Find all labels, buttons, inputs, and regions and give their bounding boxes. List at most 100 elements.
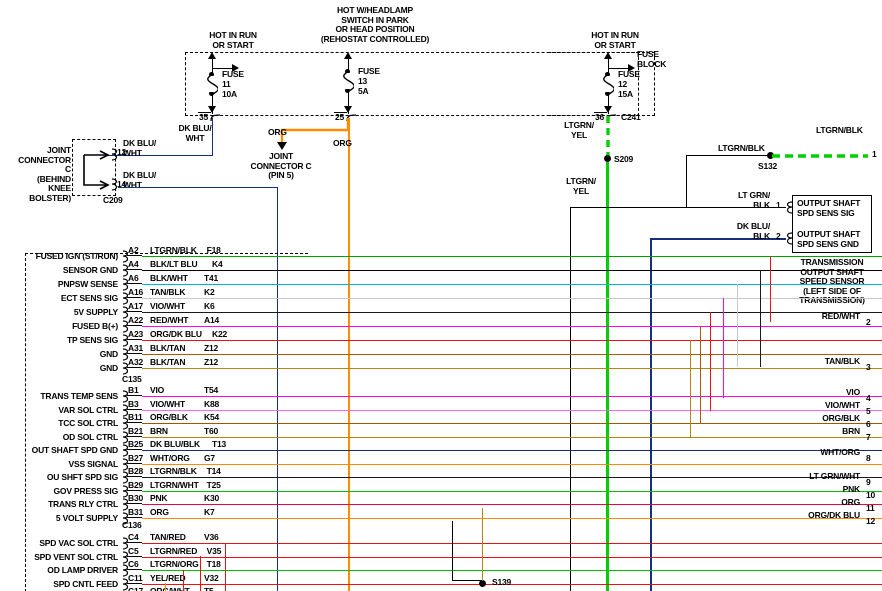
fuse-12-gap: [601, 76, 611, 92]
fuse-13-down-arrow-icon: [344, 106, 352, 113]
c135-row-wire-1: [142, 270, 882, 271]
right-edge-wire-label-8: WHT/ORG: [820, 447, 860, 457]
wire-org-elbow-left: [280, 118, 350, 142]
fuse-11-up-arrow-icon: [208, 52, 216, 59]
bottom-return-1: [200, 556, 201, 591]
c135-row-pin-0: A2: [128, 245, 139, 255]
c135-row-wirename-7: BLK/TAN: [150, 343, 186, 353]
c136-row-bracket-7: [122, 484, 129, 498]
wire-dkblu-wht-pin14-run: [118, 187, 278, 188]
s139-loop-left: [452, 521, 453, 581]
fuse-block-outline: [185, 52, 655, 116]
c135-row-bracket-4: [122, 306, 129, 319]
c136-row-pin-7: B29: [128, 479, 143, 490]
c136-row-pin-9: B31: [128, 506, 143, 517]
c135-row-circuit-5: A14: [204, 315, 219, 325]
cbot-row-wirename-4: ORG/WHT: [150, 586, 190, 591]
cbot-row-wire-0: [142, 543, 882, 544]
c136-row-circuit-1: K88: [204, 398, 219, 409]
speed-sensor-box: [792, 195, 872, 253]
joint-c-connector-c209: C209: [103, 195, 123, 205]
joint-c-pin12-bracket: [111, 148, 118, 161]
c136-row-function-9: 5 VOLT SUPPLY: [55, 512, 118, 523]
c136-row-wire-3: [142, 436, 882, 438]
cbot-row-circuit-4: T5: [204, 586, 214, 591]
fuse-11-pin: 35: [199, 112, 209, 122]
c136-row-pin-underline-2: [127, 422, 142, 423]
c136-row-pin-4: B25: [128, 439, 143, 449]
cbot-row-bracket-3: [122, 577, 129, 591]
fuse-11-number: 11: [222, 79, 231, 89]
c135-row-function-4: 5V SUPPLY: [73, 307, 118, 317]
c136-row-wirename-4: DK BLU/BLK: [150, 439, 200, 449]
splice-s139-label: S139: [492, 577, 512, 587]
fuse-11-name: FUSE: [222, 69, 244, 79]
c136-row-wire-9: [142, 517, 882, 519]
cbot-row-circuit-1: V35: [206, 545, 222, 556]
wire-sensor-pin2-drop: [650, 238, 652, 591]
sensor-pin2-function: OUTPUT SHAFT SPD SENS GND: [797, 229, 861, 249]
cbot-row-bracket-1: [122, 550, 129, 564]
cbot-row-function-2: OD LAMP DRIVER: [47, 565, 118, 575]
wire-label-org-right: ORG: [333, 138, 352, 148]
joint-connector-c-bus-icon: [83, 150, 110, 190]
joint-connector-c-label: JOINT CONNECTOR C (BEHIND KNEE BOLSTER): [18, 145, 71, 203]
fuse-12-name: FUSE: [618, 69, 640, 79]
c135-row-pin-underline-7: [127, 353, 142, 354]
c136-row-pin-6: B28: [128, 466, 143, 476]
c135-row-function-2: PNPSW SENSE: [57, 279, 118, 289]
c136-row-bracket-2: [122, 417, 129, 430]
c136-row-function-1: VAR SOL CTRL: [58, 404, 118, 415]
fuse-12-tap: [608, 68, 630, 69]
cbot-row-pin-underline-3: [127, 582, 142, 584]
c135-row-pin-2: A6: [128, 273, 139, 283]
c136-row-circuit-3: T60: [204, 425, 219, 436]
c135-row-pin-underline-0: [127, 255, 142, 256]
fuse-block-header-left: HOT IN RUN OR START: [209, 30, 257, 50]
sensor-pin1-function: OUTPUT SHAFT SPD SENS SIG: [797, 198, 861, 218]
c136-row-wirename-1: VIO/WHT: [150, 398, 185, 409]
splice-s139-dot: [479, 580, 486, 587]
right-edge-number-5: 5: [866, 406, 871, 416]
c136-row-circuit-0: T54: [204, 385, 219, 395]
c135-row-pin-7: A31: [128, 343, 143, 353]
sensor-pin2-bracket: [786, 232, 793, 245]
c136-row-circuit-8: K30: [204, 493, 219, 503]
c136-row-circuit-7: T25: [206, 479, 221, 490]
sensor-pin1-number: 1: [776, 200, 781, 210]
speed-sensor-title: TRANSMISSION OUTPUT SHAFT SPEED SENSOR (…: [799, 257, 865, 305]
right-edge-wire-label-9: LT GRN/WHT: [809, 471, 860, 481]
c135-row-wire-2: [142, 284, 882, 285]
right-edge-number-6: 6: [866, 419, 871, 429]
c135-row-function-5: FUSED B(+): [72, 321, 118, 331]
c135-row-function-0: FUSED IGN (ST/RUN): [35, 251, 119, 261]
fuse-11-symbol: [207, 74, 218, 94]
wire-label-org-left: ORG: [268, 127, 287, 137]
right-edge-number-9: 9: [866, 477, 871, 487]
fuse-11-down-arrow-icon: [208, 106, 216, 113]
c135-row-pin-5: A22: [128, 315, 143, 325]
cbot-row-pin-underline-2: [127, 569, 142, 570]
wire-s132-left-run: [686, 155, 770, 156]
c135-row-pin-underline-8: [127, 367, 142, 368]
c135-row-pin-4: A17: [128, 301, 143, 311]
joint-c-pin12-wire: DK BLU/ WHT: [123, 138, 157, 158]
c135-row-circuit-1: K4: [212, 259, 223, 269]
c136-row-function-4: OUT SHAFT SPD GND: [31, 445, 119, 455]
c136-row-wire-8: [142, 504, 882, 505]
routing-trunk-6: [690, 340, 691, 437]
c135-row-wire-7: [142, 354, 882, 355]
c135-row-function-7: GND: [99, 349, 118, 359]
wire-s132-right-dashed: [772, 154, 868, 158]
cbot-row-pin-underline-0: [127, 542, 142, 543]
c135-row-pin-underline-5: [127, 325, 142, 326]
right-edge-wire-label-10: PNK: [842, 484, 861, 494]
c136-row-function-7: GOV PRESS SIG: [53, 485, 119, 496]
cbot-row-wirename-2: LTGRN/ORG: [150, 559, 199, 569]
bottom-return-2: [183, 570, 184, 591]
fuse-12-number: 12: [618, 79, 628, 89]
c135-row-bracket-7: [122, 348, 129, 361]
c135-row-pin-underline-2: [127, 283, 142, 284]
c136-row-pin-underline-5: [127, 462, 142, 464]
wire-dkblu-wht-pin14-drop: [277, 187, 278, 591]
